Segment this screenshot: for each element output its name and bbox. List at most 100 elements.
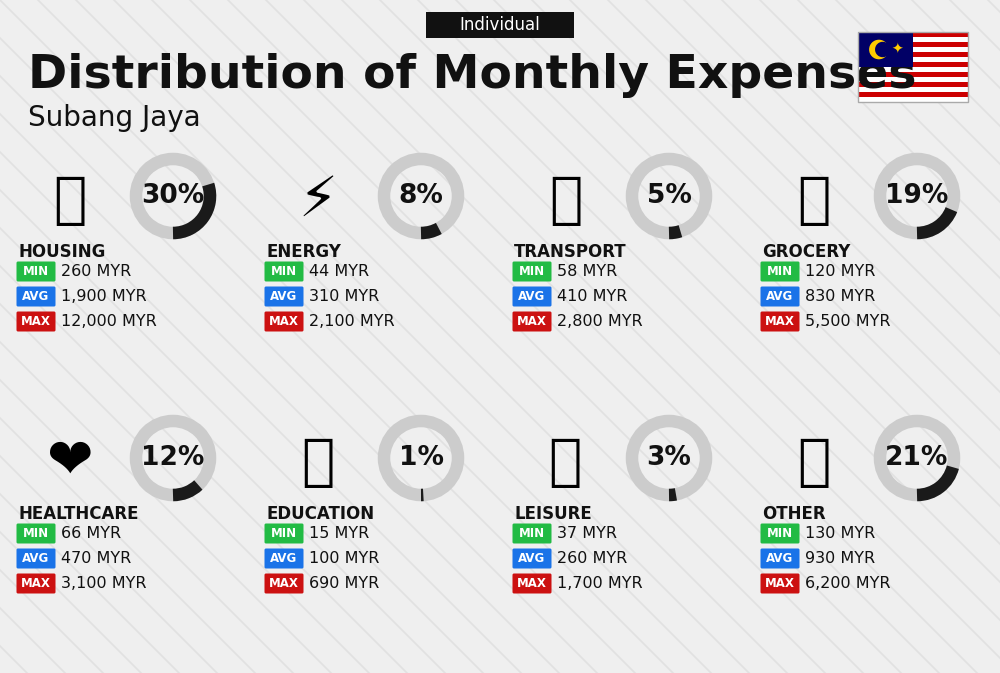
Text: 12,000 MYR: 12,000 MYR [61, 314, 157, 329]
FancyBboxPatch shape [512, 548, 552, 569]
Text: 30%: 30% [141, 183, 205, 209]
Text: 💰: 💰 [797, 436, 831, 490]
FancyBboxPatch shape [16, 287, 56, 306]
Text: 260 MYR: 260 MYR [557, 551, 627, 566]
Text: MIN: MIN [271, 527, 297, 540]
FancyBboxPatch shape [858, 37, 968, 42]
FancyBboxPatch shape [858, 32, 913, 67]
FancyBboxPatch shape [426, 12, 574, 38]
FancyBboxPatch shape [264, 287, 304, 306]
FancyBboxPatch shape [858, 62, 968, 67]
Text: 🛍️: 🛍️ [549, 436, 583, 490]
FancyBboxPatch shape [858, 97, 968, 102]
FancyBboxPatch shape [264, 524, 304, 544]
Text: 120 MYR: 120 MYR [805, 264, 875, 279]
Text: 2,100 MYR: 2,100 MYR [309, 314, 395, 329]
Text: AVG: AVG [766, 290, 794, 303]
Text: 5,500 MYR: 5,500 MYR [805, 314, 891, 329]
Text: EDUCATION: EDUCATION [266, 505, 374, 523]
Text: HEALTHCARE: HEALTHCARE [18, 505, 138, 523]
Text: MAX: MAX [269, 315, 299, 328]
FancyBboxPatch shape [858, 92, 968, 97]
FancyBboxPatch shape [858, 32, 968, 37]
FancyBboxPatch shape [264, 312, 304, 332]
Text: 🎓: 🎓 [301, 436, 335, 490]
Text: GROCERY: GROCERY [762, 243, 850, 261]
Text: 15 MYR: 15 MYR [309, 526, 369, 541]
Text: 5%: 5% [647, 183, 691, 209]
Text: 19%: 19% [885, 183, 949, 209]
Text: 🚌: 🚌 [549, 174, 583, 228]
Text: 58 MYR: 58 MYR [557, 264, 617, 279]
FancyBboxPatch shape [512, 573, 552, 594]
FancyBboxPatch shape [264, 262, 304, 281]
Text: TRANSPORT: TRANSPORT [514, 243, 627, 261]
FancyBboxPatch shape [761, 262, 800, 281]
Text: 🛒: 🛒 [797, 174, 831, 228]
Text: 100 MYR: 100 MYR [309, 551, 379, 566]
FancyBboxPatch shape [858, 47, 968, 52]
FancyBboxPatch shape [858, 52, 968, 57]
Text: 830 MYR: 830 MYR [805, 289, 875, 304]
FancyBboxPatch shape [761, 287, 800, 306]
Text: AVG: AVG [22, 552, 50, 565]
Text: 3,100 MYR: 3,100 MYR [61, 576, 146, 591]
FancyBboxPatch shape [761, 548, 800, 569]
Text: MAX: MAX [21, 315, 51, 328]
Text: Individual: Individual [460, 16, 540, 34]
Text: 3%: 3% [647, 445, 691, 471]
FancyBboxPatch shape [858, 77, 968, 82]
FancyBboxPatch shape [761, 524, 800, 544]
Text: MIN: MIN [519, 527, 545, 540]
Text: MIN: MIN [23, 527, 49, 540]
Text: OTHER: OTHER [762, 505, 826, 523]
Text: AVG: AVG [270, 552, 298, 565]
FancyBboxPatch shape [761, 573, 800, 594]
Text: MAX: MAX [517, 315, 547, 328]
FancyBboxPatch shape [264, 573, 304, 594]
Text: MIN: MIN [23, 265, 49, 278]
Text: Distribution of Monthly Expenses: Distribution of Monthly Expenses [28, 52, 916, 98]
FancyBboxPatch shape [858, 42, 968, 47]
Text: AVG: AVG [518, 290, 546, 303]
FancyBboxPatch shape [858, 72, 968, 77]
Text: AVG: AVG [518, 552, 546, 565]
Text: ⚡: ⚡ [298, 174, 338, 228]
Text: Subang Jaya: Subang Jaya [28, 104, 201, 132]
Text: 21%: 21% [885, 445, 949, 471]
FancyBboxPatch shape [858, 87, 968, 92]
Text: ENERGY: ENERGY [266, 243, 341, 261]
FancyBboxPatch shape [16, 312, 56, 332]
Text: 12%: 12% [141, 445, 205, 471]
Wedge shape [869, 40, 889, 59]
Text: 130 MYR: 130 MYR [805, 526, 875, 541]
Text: ❤️: ❤️ [47, 436, 93, 490]
Text: MAX: MAX [765, 315, 795, 328]
Text: 1%: 1% [398, 445, 444, 471]
FancyBboxPatch shape [858, 82, 968, 87]
FancyBboxPatch shape [512, 287, 552, 306]
Text: MIN: MIN [767, 265, 793, 278]
FancyBboxPatch shape [16, 262, 56, 281]
Text: ✦: ✦ [892, 42, 903, 57]
FancyBboxPatch shape [16, 573, 56, 594]
Text: 🏢: 🏢 [53, 174, 87, 228]
Text: 8%: 8% [399, 183, 443, 209]
Text: MAX: MAX [765, 577, 795, 590]
Text: 66 MYR: 66 MYR [61, 526, 121, 541]
FancyBboxPatch shape [858, 57, 968, 62]
Wedge shape [875, 42, 890, 57]
Text: 310 MYR: 310 MYR [309, 289, 379, 304]
Text: MIN: MIN [519, 265, 545, 278]
Text: HOUSING: HOUSING [18, 243, 105, 261]
Text: 44 MYR: 44 MYR [309, 264, 369, 279]
Text: LEISURE: LEISURE [514, 505, 592, 523]
Text: AVG: AVG [766, 552, 794, 565]
FancyBboxPatch shape [16, 548, 56, 569]
Text: 930 MYR: 930 MYR [805, 551, 875, 566]
Text: 37 MYR: 37 MYR [557, 526, 617, 541]
Text: 410 MYR: 410 MYR [557, 289, 627, 304]
Text: MAX: MAX [517, 577, 547, 590]
Text: AVG: AVG [270, 290, 298, 303]
FancyBboxPatch shape [858, 67, 968, 72]
